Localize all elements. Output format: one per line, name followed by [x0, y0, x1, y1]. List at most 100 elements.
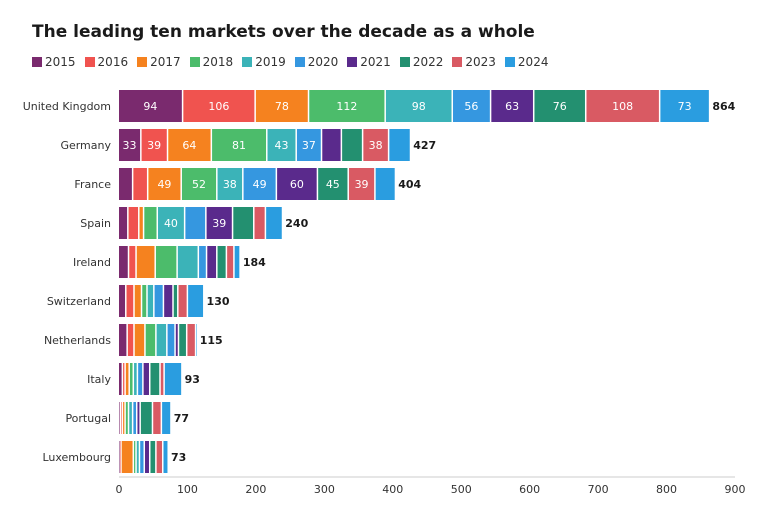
bar-segment-2021 [145, 441, 149, 473]
category-label: Italy [87, 373, 111, 386]
segment-value-label: 43 [274, 139, 288, 152]
total-value-label: 184 [243, 256, 266, 269]
legend-label: 2019 [255, 55, 286, 69]
bar-segment-2017 [168, 129, 211, 161]
total-value-label: 404 [398, 178, 421, 191]
total-value-label: 864 [712, 100, 735, 113]
bar-segment-2020 [138, 363, 143, 395]
bar-segment-2018 [309, 90, 385, 122]
bar-segment-2015 [119, 168, 132, 200]
bar-segment-2019 [385, 90, 452, 122]
bar-segment-2015 [119, 441, 120, 473]
bar-segment-2017 [148, 168, 181, 200]
bar-segment-2022 [173, 285, 178, 317]
bar-segment-2018 [142, 285, 147, 317]
bar-segment-2015 [119, 402, 120, 434]
bar-segment-2015 [119, 90, 182, 122]
bar-segment-2020 [133, 402, 136, 434]
bar-segment-2017 [134, 285, 141, 317]
bar-segment-2015 [119, 363, 122, 395]
segment-value-label: 38 [369, 139, 383, 152]
legend-label: 2017 [150, 55, 181, 69]
bar-segment-2022 [179, 324, 186, 356]
bar-segment-2017 [134, 324, 145, 356]
segment-value-label: 60 [290, 178, 304, 191]
bar-segment-2016 [141, 129, 167, 161]
bar-segment-2021 [322, 129, 341, 161]
legend-swatch [242, 57, 253, 67]
bar-segment-2018 [134, 441, 136, 473]
total-value-label: 427 [413, 139, 436, 152]
total-value-label: 240 [285, 217, 308, 230]
bar-segment-2022 [150, 441, 156, 473]
category-label: United Kingdom [23, 100, 111, 113]
bar-segment-2021 [137, 402, 140, 434]
bar-segment-2019 [156, 324, 167, 356]
segment-value-label: 63 [505, 100, 519, 113]
legend-item-2020: 2020 [294, 55, 338, 69]
category-label: Portugal [65, 412, 111, 425]
bar-segment-2020 [243, 168, 276, 200]
x-tick-label: 400 [382, 483, 403, 496]
bar-segment-2020 [199, 246, 206, 278]
bar-segment-2024 [163, 441, 168, 473]
bar-segment-2018 [145, 324, 156, 356]
total-value-label: 73 [171, 451, 186, 464]
legend-label: 2022 [412, 55, 444, 69]
segment-value-label: 94 [143, 100, 157, 113]
bar-segment-2023 [348, 168, 375, 200]
legend-swatch [84, 57, 95, 67]
legend-item-2015: 2015 [32, 55, 76, 69]
category-label: Netherlands [44, 334, 111, 347]
bar-segment-2018 [212, 129, 267, 161]
bar-segment-2023 [156, 441, 162, 473]
bar-segment-2019 [267, 129, 296, 161]
bar-segment-2017 [121, 441, 133, 473]
bar-segment-2024 [162, 402, 171, 434]
segment-value-label: 106 [208, 100, 229, 113]
legend-item-2022: 2022 [399, 55, 444, 69]
legend-swatch [137, 57, 148, 67]
category-label: Ireland [73, 256, 111, 269]
segment-value-label: 81 [232, 139, 246, 152]
category-label: Germany [60, 139, 111, 152]
legend-swatch [452, 57, 463, 67]
bar-segment-2019 [134, 363, 137, 395]
category-label: France [74, 178, 111, 191]
legend-label: 2016 [97, 55, 129, 69]
bar-segment-2024 [188, 285, 204, 317]
segment-value-label: 37 [302, 139, 316, 152]
x-tick-label: 700 [588, 483, 609, 496]
bar-segment-2017 [136, 246, 155, 278]
legend-swatch [32, 57, 42, 67]
bar-segment-2024 [234, 246, 240, 278]
bar-segment-2018 [144, 207, 157, 239]
bar-segment-2022 [342, 129, 362, 161]
bar-segment-2020 [185, 207, 206, 239]
bar-segment-2021 [491, 90, 533, 122]
x-tick-label: 0 [116, 483, 123, 496]
bar-segment-2019 [129, 402, 132, 434]
bar-segment-2023 [178, 285, 187, 317]
bar-segment-2024 [196, 324, 197, 356]
bar-segment-2016 [127, 324, 134, 356]
category-label: Switzerland [47, 295, 111, 308]
bar-segment-2023 [160, 363, 164, 395]
x-tick-label: 200 [245, 483, 266, 496]
bar-segment-2021 [277, 168, 317, 200]
bar-segment-2018 [125, 402, 128, 434]
legend-item-2024: 2024 [504, 55, 548, 69]
category-label: Luxembourg [42, 451, 111, 464]
bar-segment-2024 [660, 90, 709, 122]
bar-segment-2017 [255, 90, 308, 122]
x-tick-label: 100 [177, 483, 198, 496]
segment-value-label: 73 [678, 100, 692, 113]
bar-segment-2016 [183, 90, 255, 122]
bar-segment-2019 [147, 285, 154, 317]
bar-segment-2022 [318, 168, 348, 200]
total-value-label: 130 [207, 295, 230, 308]
chart-legend: 2015 2016 2017 2018 2019 2020 2021 2022 2023 2024 [32, 55, 557, 69]
x-tick-label: 300 [314, 483, 335, 496]
bar-segment-2022 [140, 402, 152, 434]
